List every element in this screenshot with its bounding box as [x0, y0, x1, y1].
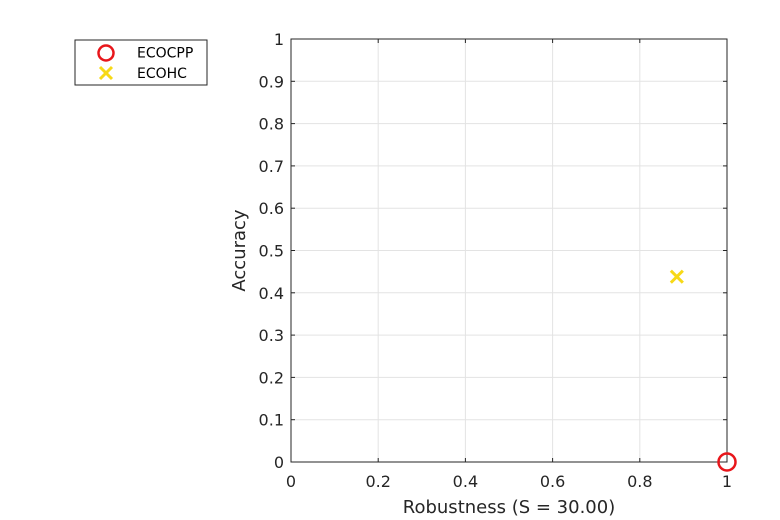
x-tick-label: 0.6 — [540, 472, 565, 491]
x-tick-label: 1 — [722, 472, 732, 491]
y-tick-label: 0.4 — [259, 284, 284, 303]
legend: ECOCPP ECOHC — [74, 39, 208, 86]
y-tick-label: 0.7 — [259, 157, 284, 176]
data-point-ecohc — [669, 269, 684, 284]
data-point-ecocpp — [717, 452, 737, 472]
y-tick-label: 1 — [274, 30, 284, 49]
x-axis-tick-labels: 0 0.2 0.4 0.6 0.8 1 — [286, 472, 732, 491]
y-axis-tick-labels: 0 0.1 0.2 0.3 0.4 0.5 0.6 0.7 0.8 0.9 1 — [259, 30, 284, 472]
axis-ticks — [290, 38, 728, 463]
y-tick-label: 0 — [274, 453, 284, 472]
legend-label-ecocpp: ECOCPP — [137, 46, 193, 62]
legend-marker-ecocpp — [97, 44, 115, 62]
y-axis-title: Accuracy — [229, 209, 250, 292]
x-tick-label: 0.8 — [627, 472, 652, 491]
y-tick-label: 0.3 — [259, 326, 284, 345]
legend-marker-ecohc — [98, 65, 114, 81]
grid-lines — [290, 38, 728, 463]
x-tick-label: 0 — [286, 472, 296, 491]
y-tick-label: 0.2 — [259, 368, 284, 387]
y-tick-label: 0.6 — [259, 199, 284, 218]
x-tick-label: 0.2 — [365, 472, 390, 491]
data-points — [669, 269, 737, 472]
y-tick-label: 0.8 — [259, 115, 284, 134]
y-tick-label: 0.9 — [259, 72, 284, 91]
x-axis-title: Robustness (S = 30.00) — [403, 497, 615, 518]
x-tick-label: 0.4 — [453, 472, 478, 491]
y-tick-label: 0.5 — [259, 242, 284, 261]
y-tick-label: 0.1 — [259, 411, 284, 430]
legend-box — [74, 39, 208, 86]
legend-label-ecohc: ECOHC — [137, 66, 187, 82]
